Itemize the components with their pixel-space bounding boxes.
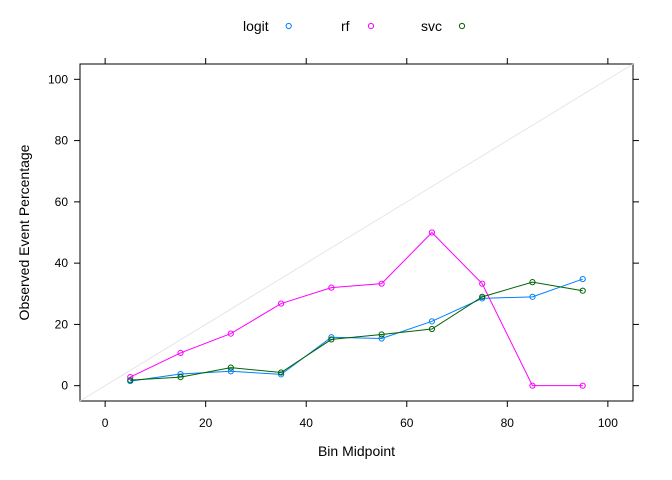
data-point-svc: [428, 325, 436, 333]
legend-label-rf: rf: [341, 18, 350, 34]
data-point-logit: [378, 335, 385, 342]
x-tick-label: 60: [400, 416, 414, 430]
series-group: [127, 229, 586, 389]
legend-marker-svc: [458, 22, 466, 30]
data-point-rf: [428, 229, 436, 236]
series-line-logit: [130, 278, 583, 382]
series-line-svc: [130, 281, 583, 381]
series-line-rf: [130, 231, 583, 387]
y-tick-label: 100: [48, 72, 68, 86]
data-point-logit: [529, 293, 536, 300]
data-point-svc: [479, 293, 486, 300]
x-tick-label: 100: [598, 416, 618, 430]
y-tick-label: 80: [55, 134, 69, 148]
legend-label-logit: logit: [243, 18, 269, 34]
data-point-rf: [529, 382, 536, 389]
legend-marker-rf: [367, 22, 375, 30]
data-point-svc: [328, 336, 335, 343]
x-tick-label: 20: [199, 416, 213, 430]
data-point-logit: [227, 368, 234, 375]
x-tick-label: 0: [102, 416, 109, 430]
data-point-svc: [177, 374, 184, 381]
legend-label-svc: svc: [421, 18, 442, 34]
legend-marker-logit: [285, 22, 292, 30]
data-point-rf: [579, 382, 586, 389]
data-point-logit: [428, 318, 436, 325]
data-point-rf: [177, 349, 184, 357]
y-tick-label: 20: [55, 317, 69, 331]
data-point-rf: [227, 330, 234, 337]
data-point-rf: [328, 284, 335, 291]
y-tick-label: 0: [61, 379, 68, 393]
data-point-svc: [579, 287, 586, 294]
data-point-rf: [479, 280, 486, 287]
data-point-logit: [277, 371, 285, 378]
y-tick-label: 60: [55, 195, 69, 209]
axis-ticks: 0 20 40 60 80 100 0 20 40 60 80 100: [48, 58, 639, 430]
plot-panel: [79, 63, 634, 402]
data-point-svc: [378, 331, 385, 338]
legend: logit rf svc: [243, 18, 466, 34]
y-axis-title: Observed Event Percentage: [16, 144, 32, 320]
reference-diagonal-line: [79, 63, 634, 402]
data-point-rf: [378, 280, 385, 287]
y-tick-label: 40: [55, 256, 69, 270]
x-tick-label: 40: [300, 416, 314, 430]
data-point-svc: [127, 377, 134, 384]
data-point-logit: [579, 275, 586, 283]
data-point-rf: [277, 300, 285, 307]
data-point-svc: [277, 369, 285, 376]
x-axis-title: Bin Midpoint: [318, 443, 395, 459]
data-point-svc: [529, 279, 536, 286]
data-point-svc: [227, 364, 234, 371]
x-tick-label: 80: [501, 416, 515, 430]
